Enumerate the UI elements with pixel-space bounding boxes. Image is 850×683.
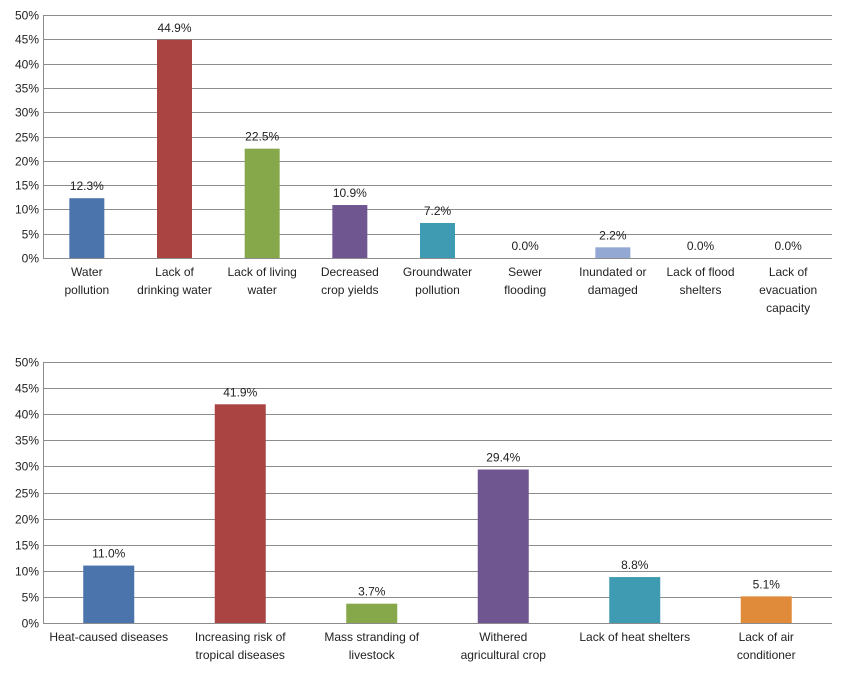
category-label: Decreased crop yields bbox=[321, 265, 379, 297]
category-label: Lack of air conditioner bbox=[737, 630, 796, 662]
y-tick-label: 30% bbox=[15, 460, 39, 474]
category-label: Lack of flood shelters bbox=[666, 265, 734, 297]
y-tick-label: 0% bbox=[22, 252, 40, 266]
category-label: Mass stranding of livestock bbox=[324, 630, 419, 662]
y-tick-label: 15% bbox=[15, 539, 39, 553]
y-tick-label: 30% bbox=[15, 106, 39, 120]
data-label: 3.7% bbox=[358, 585, 386, 599]
y-tick-label: 45% bbox=[15, 33, 39, 47]
y-tick-label: 0% bbox=[22, 617, 40, 631]
category-label: Lack of evacuation capacity bbox=[759, 265, 817, 315]
y-tick-label: 25% bbox=[15, 131, 39, 145]
y-tick-label: 20% bbox=[15, 155, 39, 169]
category-label: Lack of drinking water bbox=[137, 265, 212, 297]
category-label: Withered agricultural crop bbox=[461, 630, 547, 662]
category-label: Lack of living water bbox=[227, 265, 296, 297]
y-tick-label: 5% bbox=[22, 591, 40, 605]
data-label: 12.3% bbox=[70, 179, 104, 193]
y-tick-label: 35% bbox=[15, 434, 39, 448]
bar bbox=[346, 603, 398, 623]
y-tick-label: 25% bbox=[15, 487, 39, 501]
bar bbox=[609, 577, 661, 623]
data-label: 0.0% bbox=[687, 239, 715, 253]
bar bbox=[420, 223, 455, 258]
data-label: 22.5% bbox=[245, 130, 279, 144]
category-label: Sewer flooding bbox=[504, 265, 546, 297]
bar bbox=[477, 469, 529, 623]
bar bbox=[332, 205, 368, 258]
y-tick-label: 45% bbox=[15, 382, 39, 396]
y-tick-label: 50% bbox=[15, 9, 39, 23]
data-label: 2.2% bbox=[599, 228, 627, 242]
y-tick-label: 40% bbox=[15, 408, 39, 422]
category-label: Heat-caused diseases bbox=[49, 630, 168, 644]
data-label: 8.8% bbox=[621, 558, 649, 572]
bar bbox=[244, 148, 280, 258]
bar bbox=[214, 404, 266, 623]
top-bar-chart: 0% 5% 10% 15% 20% 25% 30% 35% 40% 45% 50% 12.3% Wate… bbox=[15, 9, 832, 315]
bar bbox=[740, 596, 792, 623]
category-label: Lack of heat shelters bbox=[579, 630, 690, 644]
data-label: 10.9% bbox=[333, 186, 367, 200]
y-tick-label: 15% bbox=[15, 179, 39, 193]
bar bbox=[83, 565, 135, 623]
bar bbox=[157, 39, 192, 259]
data-label: 41.9% bbox=[223, 385, 257, 399]
data-label: 29.4% bbox=[486, 451, 520, 465]
data-label: 11.0% bbox=[92, 547, 125, 561]
data-label: 0.0% bbox=[511, 239, 539, 253]
bottom-bar-chart: 0% 5% 10% 15% 20% 25% 30% 35% 40% 45% 50% 11.0% Heat… bbox=[15, 356, 832, 662]
category-label: Water pollution bbox=[64, 265, 109, 297]
bar bbox=[595, 247, 631, 258]
category-label: Increasing risk of tropical diseases bbox=[195, 630, 286, 662]
data-label: 7.2% bbox=[424, 204, 452, 218]
y-tick-label: 10% bbox=[15, 565, 39, 579]
data-label: 0.0% bbox=[774, 239, 802, 253]
y-tick-label: 50% bbox=[15, 356, 39, 370]
category-label: Inundated or damaged bbox=[579, 265, 646, 297]
data-label: 5.1% bbox=[753, 577, 781, 591]
y-tick-label: 10% bbox=[15, 203, 39, 217]
y-tick-label: 35% bbox=[15, 82, 39, 96]
y-tick-label: 5% bbox=[22, 228, 40, 242]
data-label: 44.9% bbox=[157, 21, 191, 35]
y-tick-label: 20% bbox=[15, 513, 39, 527]
category-label: Groundwater pollution bbox=[403, 265, 472, 297]
bar bbox=[69, 198, 105, 258]
y-tick-label: 40% bbox=[15, 58, 39, 72]
